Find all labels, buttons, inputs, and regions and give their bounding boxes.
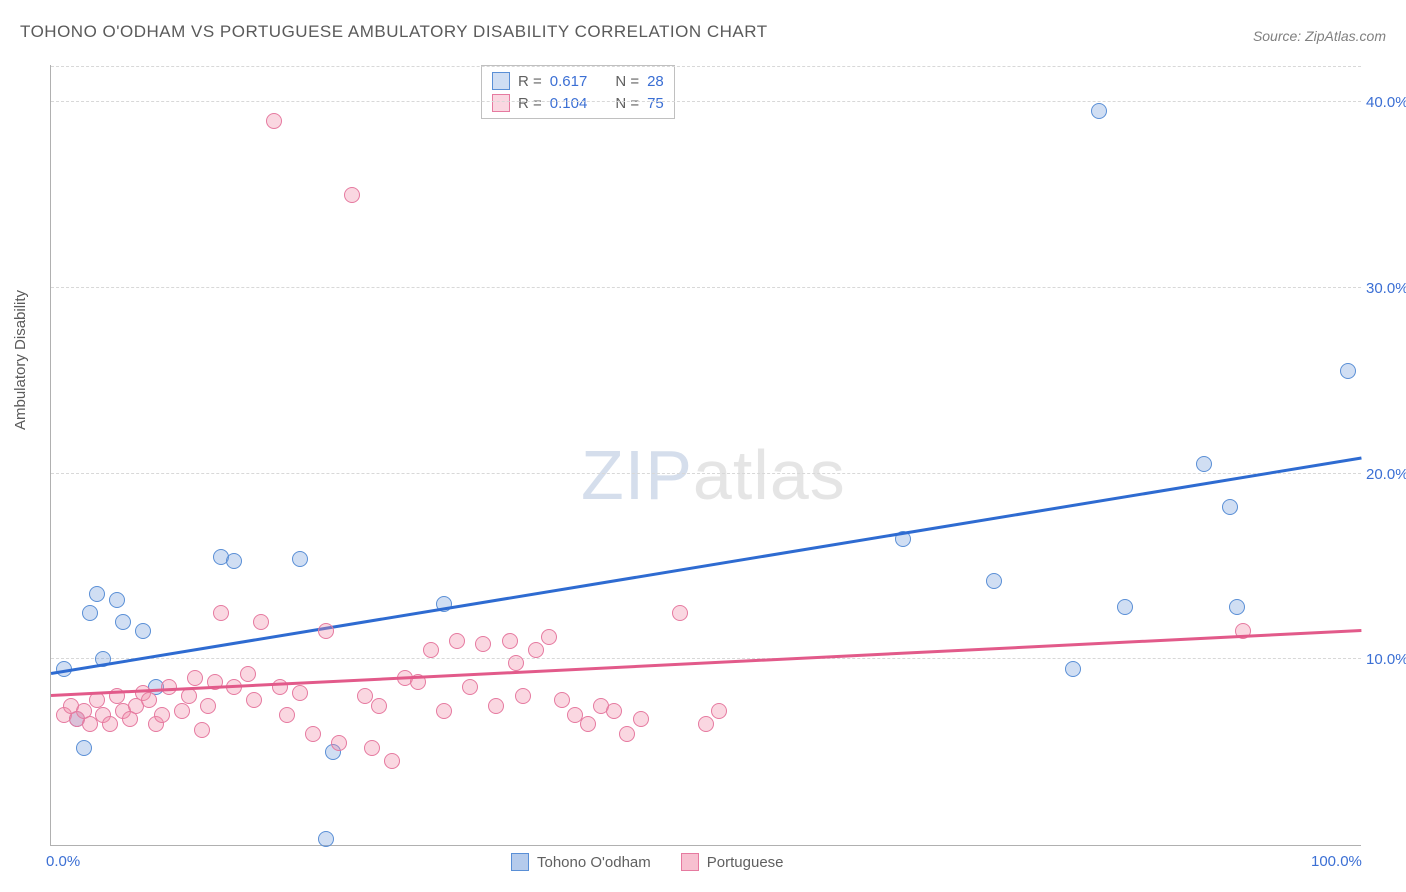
scatter-point — [89, 692, 105, 708]
legend-r-value: 0.617 — [550, 73, 588, 90]
legend-row: R = 0.617 N = 28 — [492, 70, 664, 92]
scatter-point — [200, 698, 216, 714]
gridline — [51, 66, 1361, 67]
scatter-point — [554, 692, 570, 708]
scatter-point — [318, 831, 334, 847]
scatter-point — [528, 642, 544, 658]
source-label: Source: ZipAtlas.com — [1253, 28, 1386, 44]
scatter-point — [305, 726, 321, 742]
scatter-point — [619, 726, 635, 742]
series-legend: Tohono O'odham Portuguese — [511, 853, 784, 871]
legend-label: Portuguese — [707, 854, 784, 871]
gridline — [51, 658, 1361, 659]
scatter-point — [423, 642, 439, 658]
scatter-point — [115, 614, 131, 630]
legend-item: Tohono O'odham — [511, 853, 651, 871]
y-tick-label: 30.0% — [1366, 280, 1406, 297]
legend-swatch — [492, 94, 510, 112]
scatter-point — [633, 711, 649, 727]
scatter-point — [187, 670, 203, 686]
scatter-point — [502, 633, 518, 649]
scatter-point — [1340, 363, 1356, 379]
scatter-point — [154, 707, 170, 723]
x-tick-label: 0.0% — [46, 853, 80, 870]
watermark: ZIPatlas — [581, 435, 846, 515]
scatter-point — [1091, 103, 1107, 119]
scatter-point — [508, 655, 524, 671]
correlation-legend: R = 0.617 N = 28 R = 0.104 N = 75 — [481, 65, 675, 119]
scatter-point — [364, 740, 380, 756]
scatter-point — [109, 592, 125, 608]
scatter-point — [1117, 599, 1133, 615]
legend-n-label: N = — [615, 95, 639, 112]
legend-r-label: R = — [518, 95, 542, 112]
scatter-point — [102, 716, 118, 732]
scatter-point — [711, 703, 727, 719]
scatter-point — [986, 573, 1002, 589]
scatter-point — [266, 113, 282, 129]
scatter-point — [226, 553, 242, 569]
scatter-point — [246, 692, 262, 708]
legend-swatch — [511, 853, 529, 871]
trend-line — [51, 456, 1361, 674]
legend-n-value: 28 — [647, 73, 664, 90]
scatter-point — [331, 735, 347, 751]
legend-n-label: N = — [615, 73, 639, 90]
chart-plot-area: ZIPatlas R = 0.617N = 28R = 0.104N = 75 … — [50, 65, 1361, 846]
scatter-point — [344, 187, 360, 203]
scatter-point — [462, 679, 478, 695]
scatter-point — [488, 698, 504, 714]
scatter-point — [318, 623, 334, 639]
scatter-point — [371, 698, 387, 714]
scatter-point — [436, 703, 452, 719]
scatter-point — [240, 666, 256, 682]
scatter-point — [279, 707, 295, 723]
scatter-point — [292, 685, 308, 701]
scatter-point — [181, 688, 197, 704]
watermark-zip: ZIP — [581, 436, 693, 514]
legend-swatch — [492, 72, 510, 90]
legend-item: Portuguese — [681, 853, 784, 871]
scatter-point — [253, 614, 269, 630]
legend-r-value: 0.104 — [550, 95, 588, 112]
scatter-point — [174, 703, 190, 719]
scatter-point — [515, 688, 531, 704]
scatter-point — [580, 716, 596, 732]
scatter-point — [1222, 499, 1238, 515]
scatter-point — [194, 722, 210, 738]
y-axis-label: Ambulatory Disability — [12, 290, 29, 430]
legend-n-value: 75 — [647, 95, 664, 112]
scatter-point — [76, 740, 92, 756]
scatter-point — [672, 605, 688, 621]
scatter-point — [698, 716, 714, 732]
scatter-point — [135, 623, 151, 639]
scatter-point — [1196, 456, 1212, 472]
legend-row: R = 0.104 N = 75 — [492, 92, 664, 114]
gridline — [51, 473, 1361, 474]
scatter-point — [141, 692, 157, 708]
gridline — [51, 287, 1361, 288]
scatter-point — [82, 605, 98, 621]
legend-r-label: R = — [518, 73, 542, 90]
scatter-point — [449, 633, 465, 649]
scatter-point — [1229, 599, 1245, 615]
watermark-atlas: atlas — [693, 436, 846, 514]
gridline — [51, 101, 1361, 102]
scatter-point — [213, 605, 229, 621]
y-tick-label: 40.0% — [1366, 94, 1406, 111]
x-tick-label: 100.0% — [1311, 853, 1362, 870]
scatter-point — [89, 586, 105, 602]
scatter-point — [292, 551, 308, 567]
chart-title: TOHONO O'ODHAM VS PORTUGUESE AMBULATORY … — [20, 22, 768, 42]
scatter-point — [1065, 661, 1081, 677]
scatter-point — [475, 636, 491, 652]
scatter-point — [541, 629, 557, 645]
legend-swatch — [681, 853, 699, 871]
scatter-point — [606, 703, 622, 719]
scatter-point — [384, 753, 400, 769]
y-tick-label: 20.0% — [1366, 466, 1406, 483]
legend-label: Tohono O'odham — [537, 854, 651, 871]
y-tick-label: 10.0% — [1366, 651, 1406, 668]
